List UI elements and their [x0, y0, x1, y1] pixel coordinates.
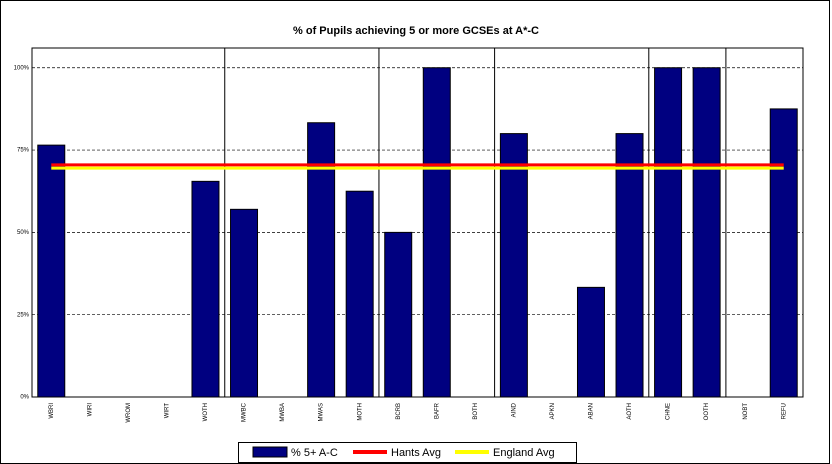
chart-title: % of Pupils achieving 5 or more GCSEs at… — [293, 25, 539, 37]
bar — [191, 180, 220, 398]
x-tick-label: WIRI — [87, 403, 93, 417]
x-tick-label: CHNE — [666, 403, 672, 420]
y-tick-label: 75% — [17, 148, 30, 154]
bar — [654, 67, 683, 398]
bar — [345, 190, 374, 398]
bar — [769, 108, 798, 398]
y-tick-label: 0% — [20, 395, 29, 401]
x-tick-label: WBRI — [49, 403, 55, 419]
x-tick-label: ABAN — [589, 403, 595, 419]
bar — [499, 133, 528, 398]
x-tick-label: NOBT — [743, 403, 749, 420]
x-tick-label: AOTH — [627, 403, 633, 420]
x-tick-label: MWAS — [319, 403, 325, 421]
x-tick-label: MOTH — [357, 403, 363, 421]
x-tick-label: MWBC — [242, 402, 248, 422]
bar — [422, 67, 451, 398]
legend-label: Hants Avg — [391, 447, 441, 459]
bar — [384, 231, 413, 398]
x-tick-label: WOTH — [203, 403, 209, 421]
bar — [230, 208, 259, 398]
x-tick-label: APKN — [550, 403, 556, 419]
x-tick-label: AIND — [511, 402, 517, 417]
bar — [37, 144, 66, 398]
y-tick-label: 25% — [17, 312, 30, 318]
legend-frame — [238, 442, 577, 463]
y-tick-label: 50% — [17, 230, 30, 236]
legend-label: % 5+ A-C — [291, 447, 338, 459]
legend-swatch — [252, 446, 288, 458]
x-tick-label: WROM — [126, 403, 132, 423]
bar — [576, 286, 605, 398]
legend-label: England Avg — [493, 447, 555, 459]
x-tick-label: BAFR — [434, 402, 440, 419]
x-tick-label: BOTH — [473, 403, 479, 420]
y-tick-label: 100% — [14, 65, 30, 71]
x-tick-label: MWBA — [280, 403, 286, 422]
x-tick-label: WIRT — [165, 403, 171, 419]
x-tick-label: REFU — [781, 403, 787, 419]
x-tick-label: OOTH — [704, 403, 710, 420]
x-tick-label: BCRB — [396, 403, 402, 420]
bar — [615, 133, 644, 398]
bar — [692, 67, 721, 398]
